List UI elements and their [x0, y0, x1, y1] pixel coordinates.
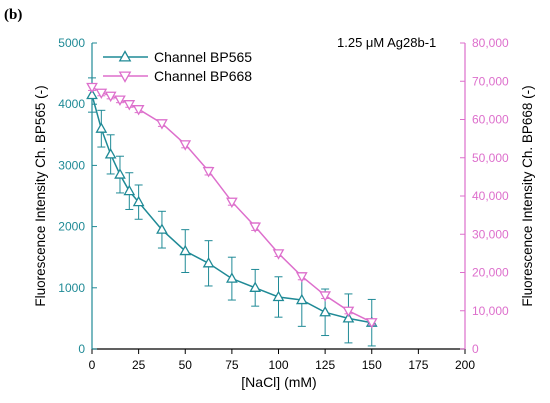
- y-right-tick-label: 60,000: [472, 113, 509, 127]
- data-point: [123, 100, 136, 111]
- chart-annotation: 1.25 μM Ag28b-1: [337, 35, 436, 50]
- data-point: [104, 91, 117, 103]
- y-right-tick-label: 80,000: [472, 36, 509, 50]
- x-tick-label: 175: [408, 358, 428, 372]
- legend-label: Channel BP565: [154, 49, 252, 65]
- data-point: [104, 148, 117, 159]
- series-line: [91, 94, 372, 324]
- legend-marker: [118, 71, 132, 83]
- y-left-tick-label: 5000: [58, 36, 85, 50]
- legend-item-2: Channel BP668: [103, 68, 252, 84]
- legend-item-1: Channel BP565: [103, 49, 252, 65]
- panel-label: (b): [4, 7, 22, 23]
- y-left-tick-label: 1000: [58, 281, 85, 295]
- y-right-tick-label: 10,000: [472, 304, 509, 318]
- data-point: [179, 140, 192, 151]
- data-point: [226, 197, 238, 209]
- y-right-tick-label: 20,000: [472, 266, 509, 280]
- data-point: [295, 272, 308, 283]
- data-point: [319, 305, 331, 317]
- data-point: [365, 318, 378, 329]
- series-1: [86, 77, 378, 347]
- y-right-tick-label: 0: [472, 342, 479, 356]
- data-point: [272, 290, 285, 302]
- data-point: [86, 82, 98, 94]
- data-point: [156, 223, 168, 234]
- y-right-tick-label: 70,000: [472, 74, 509, 88]
- data-point: [319, 291, 331, 302]
- x-tick-label: 25: [132, 358, 146, 372]
- x-tick-label: 0: [89, 358, 96, 372]
- data-point: [295, 293, 308, 305]
- y-left-tick-label: 2000: [58, 220, 85, 234]
- y-axis-right-label: Fluorescence Intensity Ch. BP668 (-): [520, 85, 535, 306]
- data-point: [123, 184, 136, 196]
- y-right-tick-label: 40,000: [472, 189, 509, 203]
- data-point: [226, 272, 238, 283]
- x-axis-label: [NaCl] (mM): [241, 374, 316, 390]
- y-right-tick-label: 30,000: [472, 227, 509, 241]
- y-left-tick-label: 4000: [58, 97, 85, 111]
- x-tick-label: 200: [455, 358, 475, 372]
- data-point: [249, 281, 262, 292]
- legend: Channel BP565 Channel BP668: [103, 49, 252, 84]
- y-left-tick-label: 3000: [58, 158, 85, 172]
- data-point: [114, 168, 126, 179]
- axes: 0 25 50 75 100 125 150 175 200010002000300040005…: [58, 36, 509, 372]
- data-point: [202, 256, 215, 268]
- data-point: [179, 244, 192, 256]
- x-tick-label: 125: [315, 358, 335, 372]
- data-point: [342, 306, 355, 318]
- data-point: [156, 119, 168, 130]
- data-point: [132, 195, 145, 207]
- series-layer: [86, 77, 378, 347]
- data-point: [95, 88, 108, 100]
- data-point: [95, 122, 108, 133]
- data-point: [272, 249, 285, 260]
- data-point: [342, 312, 355, 323]
- y-right-tick-label: 50,000: [472, 151, 509, 165]
- series-2: [86, 82, 378, 329]
- data-point: [249, 222, 262, 233]
- data-point: [132, 105, 145, 116]
- x-tick-label: 150: [362, 358, 382, 372]
- x-tick-label: 100: [268, 358, 288, 372]
- y-left-tick-label: 0: [78, 342, 85, 356]
- series-line: [91, 86, 373, 323]
- data-point: [114, 95, 126, 106]
- legend-marker: [118, 50, 132, 62]
- data-point: [202, 166, 215, 178]
- x-tick-label: 75: [225, 358, 239, 372]
- legend-label: Channel BP668: [154, 68, 252, 84]
- y-axis-left-label: Fluorescence Intensity Ch. BP565 (-): [33, 85, 48, 306]
- x-tick-label: 50: [179, 358, 193, 372]
- data-point: [86, 88, 98, 100]
